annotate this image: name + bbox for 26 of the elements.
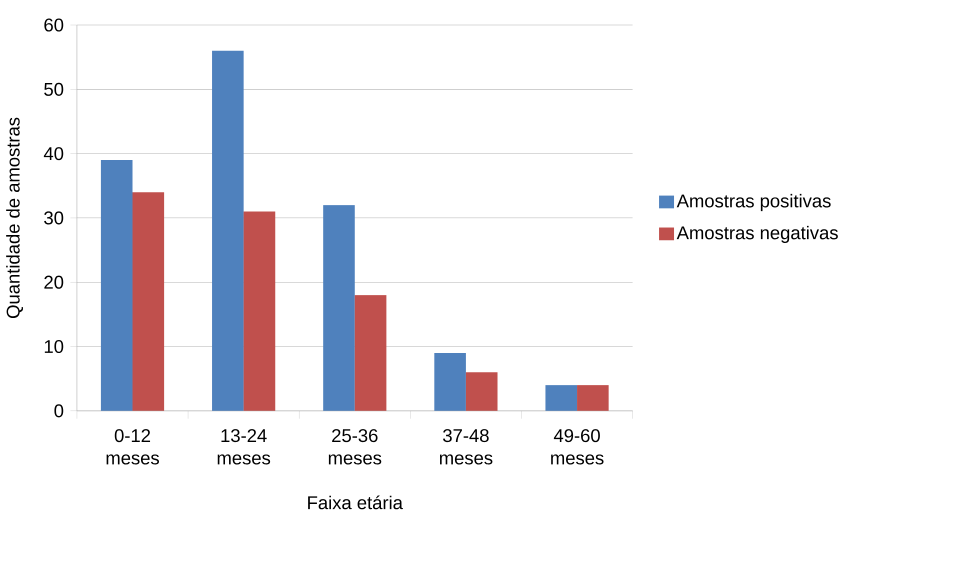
- x-tick-label: 49-60 meses: [551, 429, 604, 465]
- y-tick-label: 40: [44, 147, 64, 160]
- y-tick-label: 10: [44, 340, 64, 354]
- x-tick-label: 25-36 meses: [328, 429, 382, 465]
- y-tick-label: 20: [44, 276, 64, 289]
- bar: [466, 372, 498, 411]
- bar: [577, 385, 609, 411]
- legend-label: Amostras negativas: [676, 226, 838, 244]
- x-tick-label: 0-12 meses: [106, 429, 159, 465]
- bar: [354, 295, 386, 411]
- x-tick-label: 13-24 meses: [218, 429, 270, 465]
- bar: [100, 160, 133, 411]
- bar: [434, 352, 466, 411]
- legend-label: Amostras positivas: [676, 194, 831, 212]
- bar: [212, 50, 244, 411]
- bar: [323, 205, 355, 411]
- y-tick-label: 50: [44, 82, 64, 96]
- y-tick-label: 30: [44, 211, 64, 224]
- y-tick-label: 0: [54, 404, 64, 418]
- bar: [132, 192, 164, 411]
- y-tick-label: 60: [44, 18, 64, 32]
- bar: [545, 385, 578, 411]
- bar: [244, 212, 276, 411]
- y-axis-title: Quantidade de amostras: [6, 118, 23, 318]
- x-tick-label: 37-48 meses: [440, 429, 492, 465]
- x-axis-title: Faixa etária: [308, 496, 403, 510]
